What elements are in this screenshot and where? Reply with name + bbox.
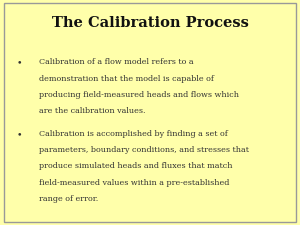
Text: are the calibration values.: are the calibration values. xyxy=(39,107,146,115)
Text: produce simulated heads and fluxes that match: produce simulated heads and fluxes that … xyxy=(39,162,232,171)
Text: field-measured values within a pre-established: field-measured values within a pre-estab… xyxy=(39,179,230,187)
Text: demonstration that the model is capable of: demonstration that the model is capable … xyxy=(39,75,214,83)
Text: •: • xyxy=(16,58,22,68)
Text: range of error.: range of error. xyxy=(39,195,98,203)
Text: The Calibration Process: The Calibration Process xyxy=(52,16,248,30)
Text: Calibration is accomplished by finding a set of: Calibration is accomplished by finding a… xyxy=(39,130,228,138)
Text: Calibration of a flow model refers to a: Calibration of a flow model refers to a xyxy=(39,58,194,67)
Text: •: • xyxy=(16,130,22,139)
Text: producing field-measured heads and flows which: producing field-measured heads and flows… xyxy=(39,91,239,99)
Text: parameters, boundary conditions, and stresses that: parameters, boundary conditions, and str… xyxy=(39,146,249,154)
